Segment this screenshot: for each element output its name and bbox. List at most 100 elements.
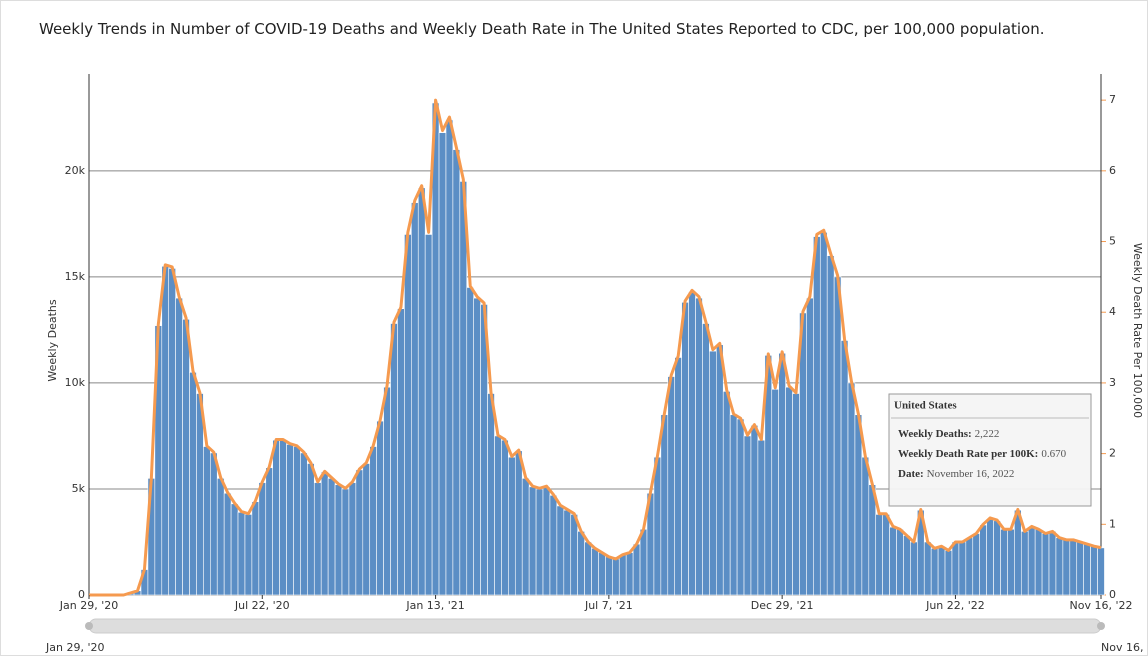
bar [840, 340, 849, 596]
tooltip-row: Weekly Deaths: 2,222 [898, 428, 999, 440]
navigator-start: Jan 29, '20 [45, 641, 104, 654]
x-tick-label: Nov 16, '22 [1070, 599, 1133, 612]
bar [265, 467, 273, 596]
bar [1020, 531, 1029, 596]
bar [986, 518, 994, 596]
bar [702, 323, 710, 596]
bar [653, 456, 662, 596]
bar [785, 386, 793, 596]
tooltip-label: Weekly Death Rate per 100K: [898, 448, 1038, 460]
bar [223, 492, 232, 596]
bar [577, 531, 585, 596]
bar [826, 255, 835, 596]
bar [813, 236, 821, 596]
bar [237, 511, 246, 596]
bar [258, 482, 267, 596]
bar [1062, 539, 1071, 596]
bar [1014, 509, 1022, 596]
bar [424, 234, 433, 596]
bar [632, 543, 641, 596]
bar [1076, 541, 1084, 596]
bar [508, 456, 516, 596]
bar [230, 503, 239, 596]
bar [521, 478, 530, 596]
bar [847, 382, 856, 596]
bar [660, 414, 669, 596]
bar [584, 541, 592, 596]
bar [210, 452, 218, 596]
y-tick-label: 20k [65, 164, 86, 177]
bar [313, 482, 322, 596]
bar [958, 541, 967, 596]
bar [882, 514, 890, 596]
bar [1048, 531, 1057, 596]
bar [514, 450, 523, 596]
bar [639, 528, 648, 596]
y2-tick-label: 0 [1109, 588, 1116, 601]
bar [570, 514, 578, 596]
bar [501, 439, 509, 596]
bar [216, 478, 225, 596]
bar [404, 234, 412, 596]
bar [1034, 528, 1043, 596]
x-tick-label: Jul 22, '20 [234, 599, 290, 612]
tooltip-value: November 16, 2022 [927, 468, 1015, 480]
y2-tick-label: 4 [1109, 305, 1116, 318]
bar [341, 488, 350, 596]
bar [542, 486, 551, 596]
bar [1007, 528, 1015, 596]
x-tick-label: Jul 7, '21 [584, 599, 633, 612]
bar [944, 550, 953, 596]
bar [771, 388, 779, 596]
y2-axis-title: Weekly Death Rate Per 100,000 [1131, 243, 1144, 418]
bar [355, 469, 364, 596]
bar [417, 187, 426, 596]
tooltip-value: 0.670 [1041, 448, 1066, 460]
bar [549, 495, 558, 596]
tooltip-row: Weekly Death Rate per 100K: 0.670 [898, 448, 1067, 460]
bar [348, 482, 357, 596]
bar [750, 425, 759, 596]
bar [605, 556, 613, 596]
bar [293, 446, 301, 596]
bar [674, 357, 682, 596]
navigator-end: Nov 16, '22 [1101, 641, 1148, 654]
bar [591, 548, 599, 596]
bar [972, 533, 980, 596]
bar [383, 386, 391, 596]
bar [473, 297, 481, 596]
bar [930, 548, 939, 596]
bar [695, 297, 703, 596]
bar [203, 446, 211, 596]
bar [618, 554, 627, 596]
navigator-handle [85, 622, 93, 630]
bar [625, 552, 634, 596]
bar [189, 372, 197, 596]
bar [487, 393, 495, 596]
tooltip-value: 2,222 [975, 428, 1000, 440]
bar [729, 414, 738, 596]
x-tick-label: Jun 22, '22 [925, 599, 985, 612]
bar [1090, 545, 1098, 596]
y-axis-title: Weekly Deaths [46, 299, 59, 381]
bar [438, 132, 447, 596]
y2-tick-label: 2 [1109, 447, 1116, 460]
bar [875, 514, 883, 596]
bar [861, 456, 870, 596]
bar [736, 418, 745, 596]
bar [965, 537, 974, 596]
bar [327, 478, 336, 596]
bar [411, 202, 419, 596]
x-tick-label: Jan 29, '20 [59, 599, 118, 612]
bar [681, 302, 689, 596]
y2-tick-label: 7 [1109, 93, 1116, 106]
bar [757, 439, 766, 596]
bar [390, 323, 398, 596]
bar [452, 149, 461, 596]
bar [362, 463, 371, 596]
bar [819, 232, 828, 596]
bar [334, 484, 343, 596]
bar [598, 552, 606, 596]
